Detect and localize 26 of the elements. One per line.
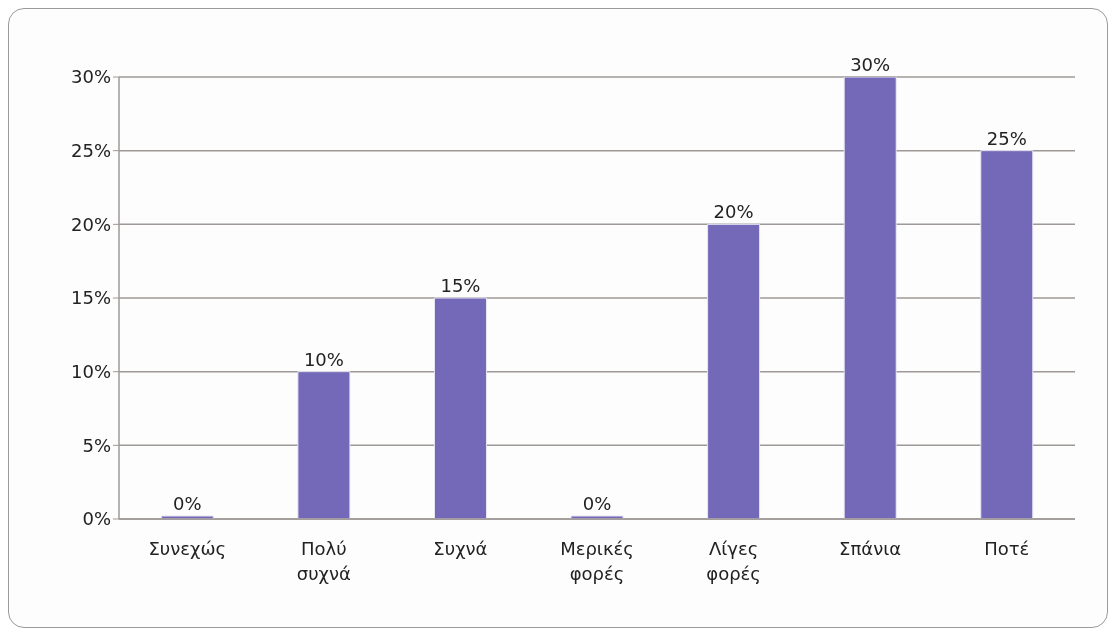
data-label: 30%: [850, 54, 891, 75]
y-tick-label: 5%: [82, 434, 111, 456]
bar: [707, 223, 761, 519]
x-tick-label: Συχνά: [433, 538, 488, 560]
x-tick-label: Λίγες φορές: [706, 538, 761, 584]
y-tick-label: 30%: [70, 66, 111, 88]
data-label: 20%: [713, 201, 754, 223]
x-tick-label: Μερικές φορές: [560, 538, 634, 584]
data-label: 15%: [440, 275, 481, 296]
bar: [297, 371, 351, 519]
bar: [980, 150, 1034, 519]
data-label: 0%: [173, 493, 202, 514]
x-tick-label: Ποτέ: [984, 538, 1030, 560]
y-tick-label: 20%: [70, 213, 111, 235]
y-tick-label: 0%: [82, 508, 111, 530]
x-tick-label: Πολύ συχνά: [296, 538, 351, 584]
y-tick-label: 25%: [70, 140, 111, 162]
bar: [433, 297, 487, 519]
data-label: 0%: [582, 493, 612, 514]
bar: [843, 77, 897, 519]
y-tick-label: 15%: [70, 287, 111, 309]
data-label: 25%: [986, 127, 1027, 149]
data-label: 10%: [303, 348, 344, 370]
x-tick-label: Σπάνια: [839, 538, 902, 560]
x-tick-label: Συνεχώς: [148, 538, 227, 560]
y-tick-label: 10%: [70, 361, 111, 383]
